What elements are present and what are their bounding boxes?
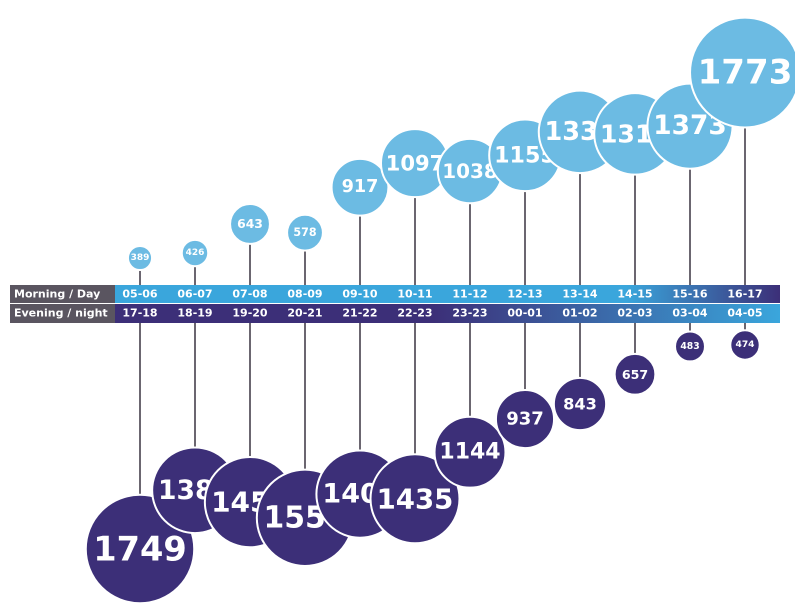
bubble: [286, 213, 324, 252]
column-label: 09-10: [342, 288, 378, 301]
column-label: 05-06: [122, 288, 158, 301]
bubble: [552, 376, 608, 432]
column-label: 16-17: [727, 288, 762, 301]
bubble: [613, 352, 657, 396]
column-label: 07-08: [232, 288, 267, 301]
column-label: 01-02: [562, 307, 597, 320]
bubble: [674, 330, 706, 363]
bubble-label: 1749: [93, 530, 187, 569]
bubble: [433, 415, 507, 489]
bubble: [126, 244, 154, 272]
column-label: 21-22: [342, 307, 377, 320]
column-label: 08-09: [287, 288, 322, 301]
bubble: [689, 16, 795, 129]
column-label: 13-14: [562, 288, 598, 301]
column-label: 06-07: [177, 288, 212, 301]
row-label: Morning / Day: [14, 288, 100, 301]
bubble-label: 578: [293, 226, 316, 239]
column-label: 02-03: [617, 307, 652, 320]
column-label: 15-16: [672, 288, 708, 301]
bubble-label: 1435: [377, 482, 454, 515]
band-bottom: [10, 304, 780, 323]
column-label: 14-15: [617, 288, 652, 301]
band-top: [10, 285, 780, 303]
column-label: 20-21: [287, 307, 322, 320]
bubble: [229, 203, 271, 245]
column-label: 11-12: [452, 288, 487, 301]
column-label: 23-23: [452, 307, 487, 320]
bubble-label: 1144: [439, 440, 500, 465]
column-label: 04-05: [727, 307, 762, 320]
bubble-label: 1097: [386, 151, 445, 176]
bubble-label: 937: [506, 409, 544, 430]
bubble-label: 1773: [698, 53, 793, 93]
column-label: 00-01: [507, 307, 542, 320]
bubble: [729, 329, 761, 361]
column-label: 17-18: [122, 307, 157, 320]
column-label: 12-13: [507, 288, 542, 301]
bubble: [369, 453, 461, 545]
bubble: [330, 157, 390, 217]
bubble-label: 917: [342, 177, 379, 197]
bubble-label: 843: [563, 395, 597, 414]
column-label: 18-19: [177, 307, 212, 320]
column-label: 10-11: [397, 288, 432, 301]
bubble-label: 426: [186, 248, 205, 258]
bubble-label: 483: [680, 341, 699, 352]
column-label: 22-23: [397, 307, 432, 320]
label-bg: [10, 304, 115, 323]
bubble-label: 474: [735, 340, 754, 350]
bubble-label: 1038: [442, 159, 498, 183]
bubble-label: 643: [237, 217, 263, 231]
label-bg: [10, 285, 115, 303]
row-label: Evening / night: [14, 307, 108, 320]
bubble-label: 657: [622, 367, 648, 382]
bubble-label: 389: [131, 253, 150, 263]
bubble: [180, 238, 210, 268]
column-label: 03-04: [672, 307, 708, 320]
column-label: 19-20: [232, 307, 268, 320]
bubble: [494, 389, 556, 450]
